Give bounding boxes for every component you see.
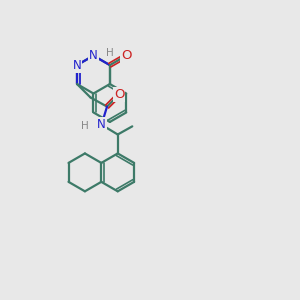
Text: N: N xyxy=(73,58,81,72)
Text: O: O xyxy=(121,49,131,62)
Text: O: O xyxy=(114,88,124,101)
Text: H: H xyxy=(106,48,114,58)
Text: N: N xyxy=(89,49,98,62)
Text: H: H xyxy=(81,121,89,131)
Text: N: N xyxy=(97,118,106,131)
